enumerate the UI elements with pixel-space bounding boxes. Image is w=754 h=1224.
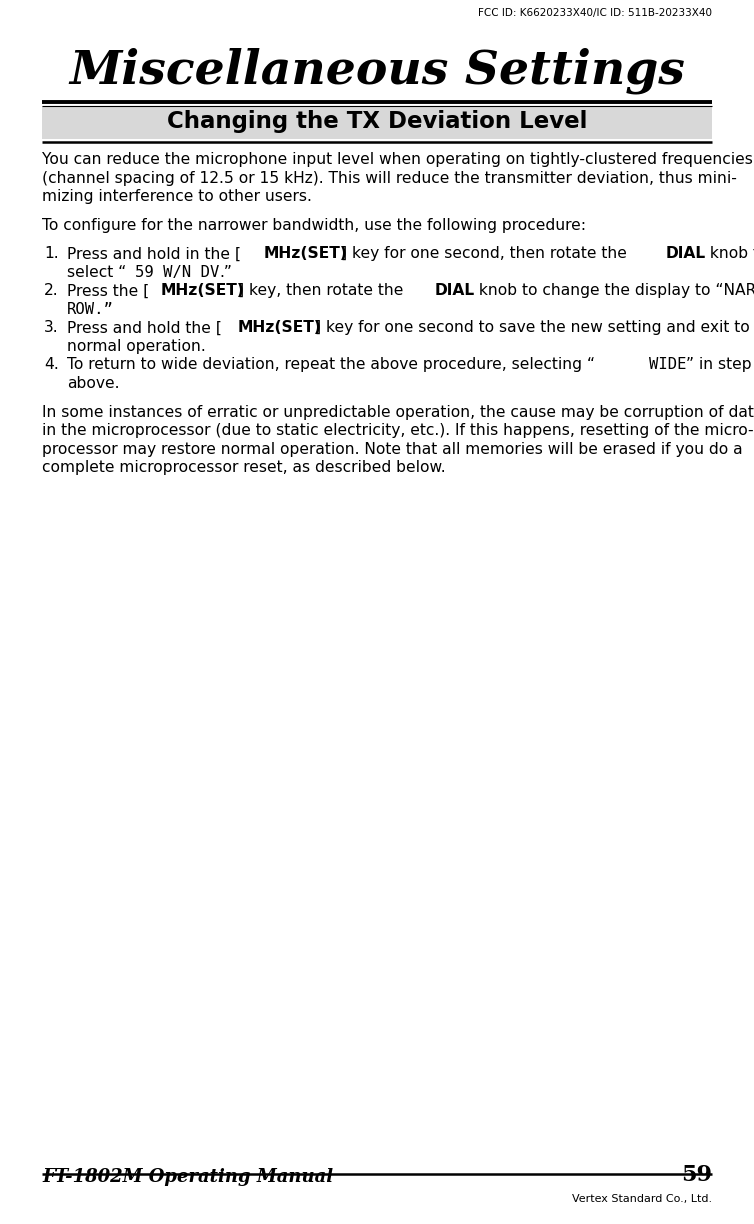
Text: MHz(SET): MHz(SET): [238, 321, 322, 335]
Text: ] key for one second, then rotate the: ] key for one second, then rotate the: [341, 246, 632, 262]
Bar: [42, 106, 712, 140]
Text: ” in step 2: ” in step 2: [686, 357, 754, 372]
Text: Changing the TX Deviation Level: Changing the TX Deviation Level: [167, 110, 587, 133]
Text: MHz(SET): MHz(SET): [161, 283, 245, 299]
Text: 2.: 2.: [44, 283, 59, 299]
Text: MHz(SET): MHz(SET): [264, 246, 348, 262]
Text: complete microprocessor reset, as described below.: complete microprocessor reset, as descri…: [42, 460, 446, 475]
Text: ] key for one second to save the new setting and exit to: ] key for one second to save the new set…: [315, 321, 750, 335]
Text: processor may restore normal operation. Note that all memories will be erased if: processor may restore normal operation. …: [42, 442, 743, 457]
Text: ROW.”: ROW.”: [67, 302, 114, 317]
Text: To return to wide deviation, repeat the above procedure, selecting “: To return to wide deviation, repeat the …: [67, 357, 595, 372]
Text: Vertex Standard Co., Ltd.: Vertex Standard Co., Ltd.: [572, 1193, 712, 1204]
Text: Press and hold in the [: Press and hold in the [: [67, 246, 241, 262]
Text: knob to: knob to: [705, 246, 754, 262]
Text: In some instances of erratic or unpredictable operation, the cause may be corrup: In some instances of erratic or unpredic…: [42, 404, 754, 420]
Text: Press the [: Press the [: [67, 283, 149, 299]
Text: 59: 59: [681, 1164, 712, 1186]
Text: FT-1802M Operating Manual: FT-1802M Operating Manual: [42, 1168, 333, 1186]
Text: above.: above.: [67, 376, 119, 390]
Text: ] key, then rotate the: ] key, then rotate the: [238, 283, 409, 299]
Text: knob to change the display to “NAR-: knob to change the display to “NAR-: [474, 283, 754, 299]
Text: 59 W/N DV: 59 W/N DV: [136, 264, 220, 280]
Text: select “: select “: [67, 264, 126, 280]
Text: .”: .”: [219, 264, 232, 280]
Text: WIDE: WIDE: [648, 357, 686, 372]
Text: FCC ID: K6620233X40/IC ID: 511B-20233X40: FCC ID: K6620233X40/IC ID: 511B-20233X40: [478, 9, 712, 18]
Text: You can reduce the microphone input level when operating on tightly-clustered fr: You can reduce the microphone input leve…: [42, 152, 753, 166]
Text: normal operation.: normal operation.: [67, 339, 206, 354]
Text: DIAL: DIAL: [666, 246, 706, 262]
Text: Miscellaneous Settings: Miscellaneous Settings: [69, 48, 685, 94]
Text: To configure for the narrower bandwidth, use the following procedure:: To configure for the narrower bandwidth,…: [42, 218, 586, 233]
Text: DIAL: DIAL: [435, 283, 475, 299]
Text: 4.: 4.: [44, 357, 59, 372]
Text: in the microprocessor (due to static electricity, etc.). If this happens, resett: in the microprocessor (due to static ele…: [42, 424, 754, 438]
Text: 3.: 3.: [44, 321, 59, 335]
Text: mizing interference to other users.: mizing interference to other users.: [42, 188, 312, 204]
Text: (channel spacing of 12.5 or 15 kHz). This will reduce the transmitter deviation,: (channel spacing of 12.5 or 15 kHz). Thi…: [42, 170, 737, 186]
Text: 1.: 1.: [44, 246, 59, 262]
Text: Press and hold the [: Press and hold the [: [67, 321, 222, 335]
